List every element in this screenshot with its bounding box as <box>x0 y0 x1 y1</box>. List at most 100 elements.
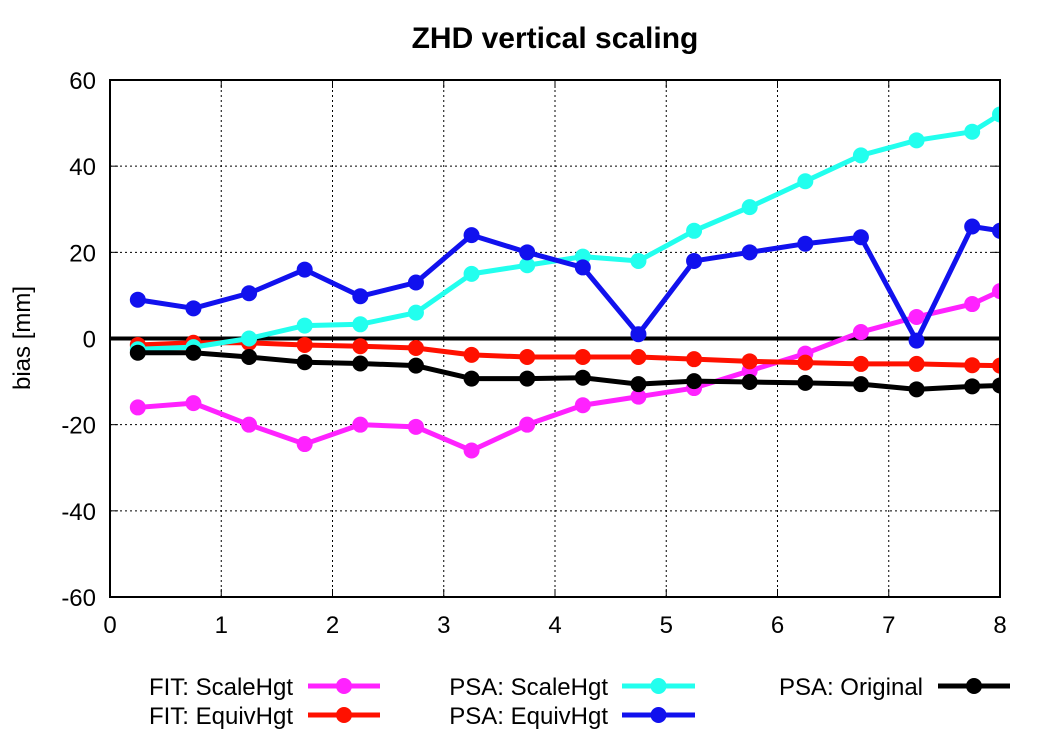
series-3 <box>129 218 1000 349</box>
series-line <box>137 112 1000 352</box>
x-tick-label: 7 <box>882 612 895 639</box>
data-point <box>407 357 424 374</box>
data-point <box>185 300 202 317</box>
data-point <box>964 218 981 235</box>
data-point <box>129 399 146 416</box>
data-point <box>630 349 647 366</box>
series-line <box>137 288 1000 454</box>
data-point <box>519 257 536 274</box>
data-point <box>852 355 869 372</box>
legend-label: PSA: ScaleHgt <box>449 674 608 701</box>
legend-swatch-marker <box>336 707 352 723</box>
data-point <box>686 222 703 239</box>
data-point <box>519 244 536 261</box>
chart-title: ZHD vertical scaling <box>412 22 699 55</box>
data-point <box>574 349 591 366</box>
data-point <box>129 344 146 361</box>
data-point <box>992 357 1000 374</box>
data-point <box>686 252 703 269</box>
legend-label: FIT: ScaleHgt <box>149 674 293 701</box>
legend-item: FIT: EquivHgt <box>149 703 380 730</box>
legend-label: FIT: EquivHgt <box>149 703 293 730</box>
data-point <box>519 349 536 366</box>
data-point <box>964 378 981 395</box>
data-point <box>741 353 758 370</box>
data-point <box>908 308 925 325</box>
series-lines <box>129 106 1000 459</box>
data-point <box>852 147 869 164</box>
legend-item: PSA: ScaleHgt <box>449 674 695 701</box>
x-tick-label: 3 <box>437 612 450 639</box>
data-point <box>797 354 814 371</box>
data-point <box>630 376 647 393</box>
legend-swatch-marker <box>966 678 982 694</box>
y-tick-label: -20 <box>61 413 96 440</box>
data-point <box>630 252 647 269</box>
data-point <box>129 291 146 308</box>
legend-item: PSA: Original <box>779 674 1010 701</box>
data-point <box>964 357 981 374</box>
data-point <box>241 349 258 366</box>
data-point <box>352 288 369 305</box>
data-point <box>463 227 480 244</box>
x-tick-label: 4 <box>548 612 561 639</box>
data-point <box>852 229 869 246</box>
x-tick-label: 0 <box>103 612 116 639</box>
data-point <box>852 324 869 341</box>
x-tick-label: 8 <box>993 612 1006 639</box>
series-2 <box>129 106 1000 358</box>
data-point <box>296 354 313 371</box>
data-point <box>407 418 424 435</box>
x-tick-label: 1 <box>215 612 228 639</box>
data-point <box>519 416 536 433</box>
data-point <box>992 222 1000 239</box>
y-tick-label: 20 <box>69 240 96 267</box>
data-point <box>519 370 536 387</box>
legend-label: PSA: Original <box>779 674 923 701</box>
legend-swatch-marker <box>650 707 667 723</box>
data-point <box>992 106 1000 123</box>
data-point <box>630 326 647 343</box>
series-1 <box>129 334 1000 374</box>
data-point <box>185 395 202 412</box>
data-point <box>352 338 369 355</box>
data-point <box>630 388 647 405</box>
plot-frame <box>109 79 1001 598</box>
series-line <box>137 340 1000 369</box>
data-point <box>797 173 814 190</box>
x-tick-label: 2 <box>326 612 339 639</box>
y-tick-label: 60 <box>69 68 96 95</box>
data-point <box>964 296 981 313</box>
data-point <box>241 416 258 433</box>
data-point <box>241 285 258 302</box>
data-point <box>908 381 925 398</box>
legend-item: FIT: ScaleHgt <box>149 674 380 701</box>
y-axis-label: bias [mm] <box>9 286 36 390</box>
data-point <box>686 351 703 368</box>
data-point <box>185 344 202 361</box>
data-point <box>908 355 925 372</box>
data-point <box>463 370 480 387</box>
data-point <box>352 316 369 333</box>
data-point <box>296 436 313 453</box>
data-point <box>908 332 925 349</box>
data-point <box>741 244 758 261</box>
data-point <box>574 259 591 276</box>
data-point <box>352 355 369 372</box>
data-point <box>574 397 591 414</box>
legend-swatch-marker <box>336 678 352 694</box>
data-point <box>741 374 758 391</box>
series-0 <box>129 283 1000 459</box>
y-tick-label: -40 <box>61 499 96 526</box>
legend-item: PSA: EquivHgt <box>449 703 695 730</box>
data-point <box>463 442 480 459</box>
y-tick-label: 40 <box>69 154 96 181</box>
series-line <box>137 223 1000 344</box>
data-point <box>407 339 424 356</box>
data-point <box>852 376 869 393</box>
data-point <box>964 123 981 140</box>
series-4 <box>129 344 1000 398</box>
data-point <box>797 235 814 252</box>
